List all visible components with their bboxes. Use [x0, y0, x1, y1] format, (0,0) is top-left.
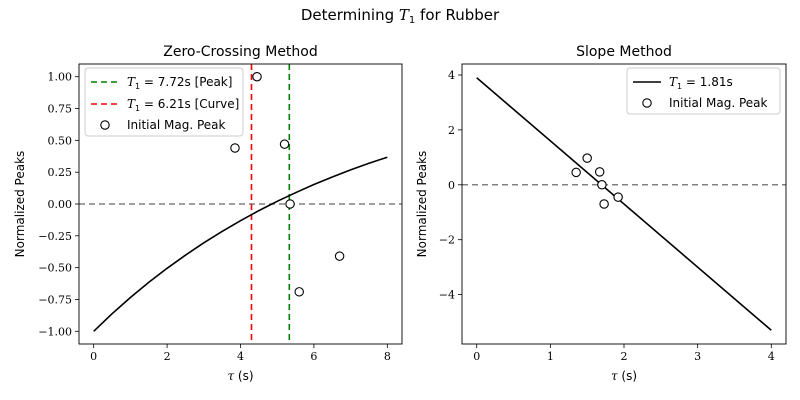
zc-data-point: [294, 287, 304, 297]
sl-fit-line: [476, 77, 772, 331]
zc-xtick-label: 8: [384, 350, 391, 363]
zc-ytick-label: 0.00: [48, 198, 73, 211]
zc-xtick-label: 6: [310, 350, 317, 363]
zc-ytick-label: 0.25: [48, 166, 73, 179]
zc-title: Zero-Crossing Method: [163, 44, 318, 60]
zc-ytick-label: −0.50: [38, 262, 72, 275]
zc-data-point: [285, 199, 295, 209]
sl-title: Slope Method: [576, 44, 672, 60]
zc-ylabel: Normalized Peaks: [13, 151, 27, 258]
zc-legend-curve-label: T1 = 6.21s [Curve]: [127, 97, 239, 113]
zc-data-point: [230, 143, 240, 153]
zc-legend: [84, 67, 244, 137]
sl-data-point: [582, 153, 592, 163]
sl-data-point: [613, 192, 623, 202]
sl-ytick-label: 2: [448, 124, 455, 137]
zero-crossing-chart: Zero-Crossing Method 0 2 4 6 8 −1.00 −0.75 −0.50…: [13, 44, 403, 383]
slope-chart: Slope Method 0 1 2 3 4 −4 −2 0 2 4 τ (s) Normalized …: [415, 44, 787, 383]
zc-ytick-label: −1.00: [38, 325, 72, 338]
sl-ytick-label: −2: [439, 234, 455, 247]
zc-xtick-label: 2: [164, 350, 171, 363]
zc-fit-curve: [93, 156, 388, 332]
zc-ytick-label: 1.00: [48, 71, 73, 84]
sl-data-point: [594, 167, 605, 177]
sl-legend: [626, 67, 781, 115]
zc-data-point: [334, 251, 345, 261]
zc-ytick-label: −0.25: [38, 230, 72, 243]
sl-legend-point-swatch: [642, 98, 652, 108]
zc-ytick-label: 0.50: [48, 134, 73, 147]
sl-xtick-label: 0: [473, 350, 480, 363]
sl-frame: [461, 63, 787, 345]
figure-title: Determining T1 for Rubber: [301, 6, 500, 26]
zc-ytick-label: 0.75: [48, 103, 73, 116]
sl-ytick-label: 4: [448, 69, 455, 82]
sl-xtick-label: 3: [694, 350, 701, 363]
zc-data-point: [252, 71, 262, 82]
sl-xtick-label: 4: [768, 350, 775, 363]
sl-data-point: [597, 180, 607, 190]
sl-xlabel: τ (s): [611, 369, 637, 383]
zc-legend-point-label: Initial Mag. Peak: [127, 118, 226, 132]
zc-xtick-label: 0: [90, 350, 97, 363]
sl-data-point: [571, 167, 581, 178]
zc-ytick-label: −0.75: [38, 293, 72, 306]
zc-legend-peak-label: T1 = 7.72s [Peak]: [127, 75, 232, 91]
sl-legend-fit-label: T1 = 1.81s: [669, 75, 733, 91]
sl-ylabel: Normalized Peaks: [415, 151, 429, 258]
sl-data-point: [599, 199, 609, 209]
sl-ytick-label: −4: [439, 289, 455, 302]
sl-xtick-label: 1: [547, 350, 554, 363]
zc-legend-point-swatch: [100, 120, 110, 130]
sl-legend-point-label: Initial Mag. Peak: [669, 96, 768, 110]
zc-frame: [78, 63, 403, 345]
sl-xtick-label: 2: [621, 350, 628, 363]
sl-ytick-label: 0: [448, 179, 455, 192]
zc-data-point: [279, 139, 290, 149]
zc-xtick-label: 4: [237, 350, 244, 363]
zc-xlabel: τ (s): [227, 369, 253, 383]
